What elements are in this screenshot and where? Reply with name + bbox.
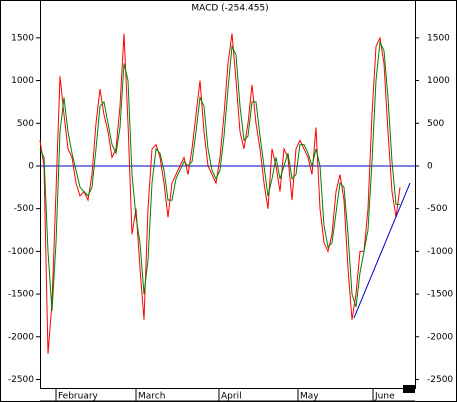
series-line [39,33,401,354]
chart-title: MACD (-254.455) [191,4,268,14]
trend-line [353,182,411,319]
y-tick-label-right: -1000 [427,247,453,257]
x-tick-label: May [300,392,319,402]
y-tick-label-right: 500 [427,119,444,129]
y-tick-label-left: -1500 [8,290,34,300]
y-tick-label-left: 1500 [11,33,34,43]
x-tick-label: June [374,392,395,402]
y-tick-label-right: -500 [427,204,448,214]
y-tick-label-right: 1500 [427,33,450,43]
y-tick-label-left: 1000 [11,76,34,86]
y-tick-label-left: -2000 [8,332,34,342]
x-tick-label: March [138,392,165,402]
y-tick-label-right: 0 [427,161,433,171]
x-tick-label: February [58,392,99,402]
y-tick-label-left: -500 [14,204,35,214]
x-tick-label: April [221,392,242,402]
y-tick-label-right: -2500 [427,375,453,385]
scroll-marker [403,385,415,393]
y-tick-label-left: -2500 [8,375,34,385]
y-tick-label-left: -1000 [8,247,34,257]
y-tick-label-right: -1500 [427,290,453,300]
plot-frame [40,0,416,389]
series-line [39,40,400,312]
y-tick-label-left: 0 [28,161,34,171]
y-tick-label-left: 500 [17,119,34,129]
y-tick-label-right: 1000 [427,76,450,86]
y-tick-label-right: -2000 [427,332,453,342]
